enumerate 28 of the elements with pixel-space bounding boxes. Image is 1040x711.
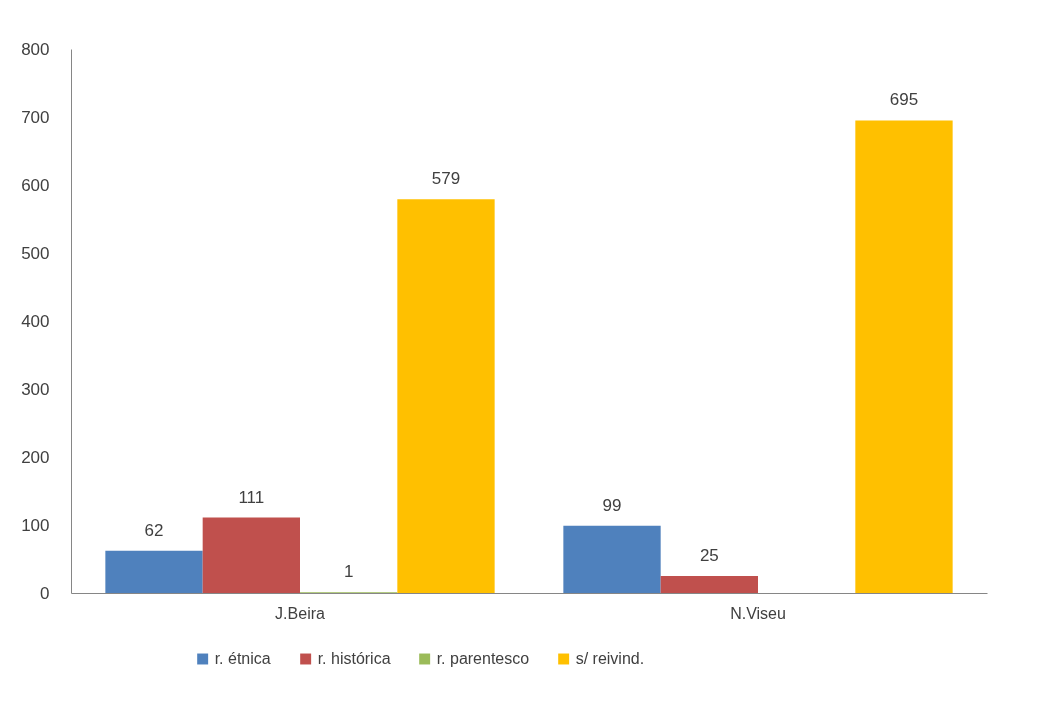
bar <box>202 517 300 593</box>
y-tick-label: 0 <box>40 583 50 603</box>
legend-label: r. étnica <box>214 650 271 667</box>
y-tick-label: 800 <box>21 39 50 59</box>
y-tick-label: 600 <box>21 175 50 195</box>
bar <box>397 199 495 593</box>
y-tick-label: 300 <box>21 379 50 399</box>
data-label: 111 <box>238 487 265 507</box>
bar <box>855 120 953 593</box>
bar <box>563 525 661 593</box>
data-label: 25 <box>699 546 719 565</box>
x-tick-label: N.Viseu <box>730 604 786 622</box>
y-tick-label: 200 <box>21 447 50 467</box>
legend-label: s/ reivind. <box>575 650 645 667</box>
data-label: 62 <box>144 520 164 540</box>
data-label: 99 <box>602 495 622 515</box>
y-tick-label: 400 <box>21 311 50 331</box>
bar <box>660 576 758 593</box>
bar <box>105 550 203 593</box>
y-tick-label: 700 <box>21 107 50 127</box>
data-label: 695 <box>889 90 919 110</box>
x-tick-label: J.Beira <box>275 604 325 622</box>
data-label: 579 <box>431 169 461 189</box>
legend-label: r. parentesco <box>436 650 530 667</box>
legend-label: r. histórica <box>317 650 391 667</box>
data-label: 1 <box>343 562 354 582</box>
y-tick-label: 100 <box>21 515 50 535</box>
y-tick-label: 500 <box>21 243 50 263</box>
